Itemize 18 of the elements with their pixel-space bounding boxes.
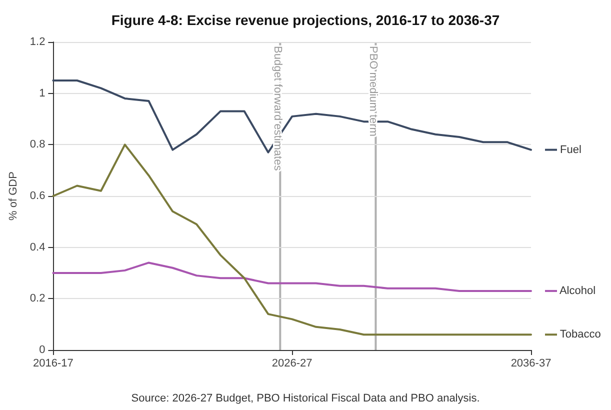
y-tick-label: 1 [39,87,46,100]
chart-title: Figure 4-8: Excise revenue projections, 2016-17 to 2036-37 [111,12,500,28]
y-tick-label: 0.2 [30,292,46,305]
y-tick-label: 0.6 [30,190,46,202]
y-tick-label: 0.4 [30,241,46,254]
y-tick-label: 0 [39,344,46,356]
x-tick-label: 2026-27 [272,358,312,370]
text: PBO medium term [367,46,380,136]
line-series [52,262,532,292]
legend-label: Tobacco [557,328,601,341]
source-note: Source: 2026-27 Budget, PBO Historical Fiscal Data and PBO analysis. [131,392,480,404]
legend-label: Alcohol [557,284,596,297]
legend-label: Fuel [557,144,582,156]
y-axis-title: % of GDP [8,172,20,220]
x-tick-label: 2036-37 [510,358,552,370]
y-tick-label: 0.8 [30,138,46,151]
y-tick-label: 1.2 [30,36,46,48]
x-tick-label: 2016-17 [33,358,74,370]
